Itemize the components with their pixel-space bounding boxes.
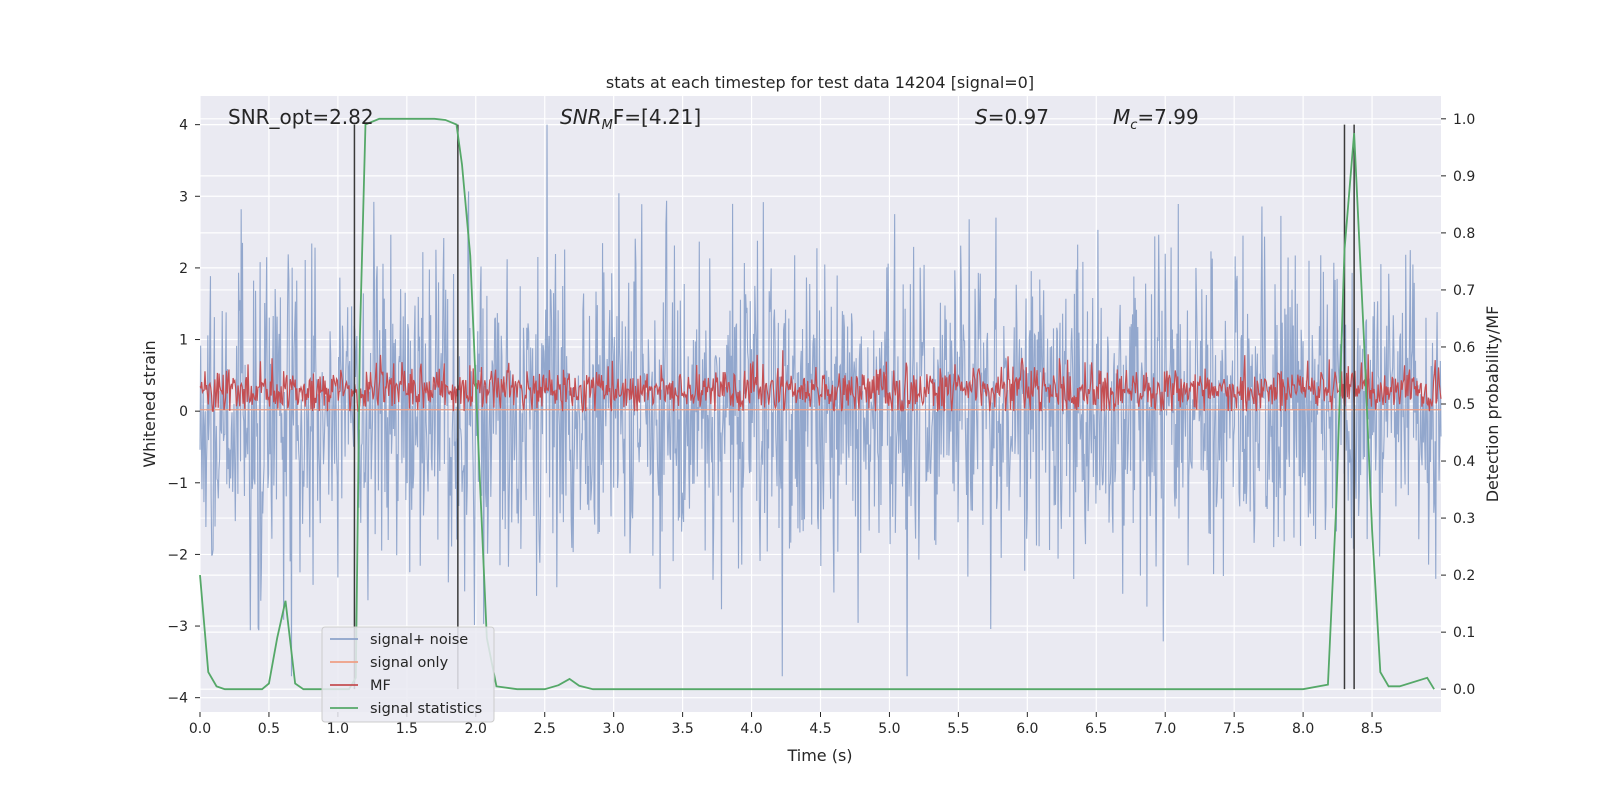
- chart-title: stats at each timestep for test data 142…: [606, 73, 1034, 92]
- x-tick-label: 4.5: [809, 721, 831, 737]
- series-mf: [199, 350, 1442, 414]
- y-right-tick-label: 0.7: [1453, 283, 1475, 299]
- y-right-tick-label: 0.0: [1453, 682, 1475, 698]
- x-tick-label: 6.5: [1085, 721, 1107, 737]
- y-right-tick-label: 0.6: [1453, 340, 1475, 356]
- y-tick-label: 4: [179, 118, 188, 134]
- x-tick-label: 8.0: [1292, 721, 1314, 737]
- x-tick-label: 5.0: [878, 721, 900, 737]
- x-axis-label: Time (s): [786, 746, 852, 765]
- y-right-tick-label: 0.1: [1453, 625, 1475, 641]
- y-tick-label: −2: [167, 547, 188, 563]
- annotation-mc-symbol: M: [1113, 105, 1130, 129]
- annotation-snr-mf-subscript: M: [602, 118, 613, 133]
- y-tick-label: 0: [179, 404, 188, 420]
- legend-box: [321, 626, 495, 723]
- y-right-tick-label: 0.4: [1453, 454, 1475, 470]
- annotation-s-value: =0.97: [988, 105, 1049, 129]
- y-axis-right-ticks: 0.0 0.1 0.2 0.3 0.4 0.5 0.6 0.7 0.8 0.9 1.0: [1441, 112, 1475, 698]
- x-tick-label: 8.5: [1361, 721, 1383, 737]
- series-signal-noise: [199, 124, 1442, 677]
- x-tick-label: 7.5: [1223, 721, 1245, 737]
- x-tick-label: 0.5: [258, 721, 280, 737]
- x-tick-label: 5.5: [947, 721, 969, 737]
- annotations: SNR_opt=2.82 SNRMF=[4.21] S=0.97 Mc=7.99: [228, 105, 1199, 133]
- x-tick-label: 2.5: [534, 721, 556, 737]
- annotation-mc-value: =7.99: [1137, 105, 1198, 129]
- legend-label: signal only: [370, 655, 449, 671]
- y-tick-label: −4: [167, 691, 188, 707]
- annotation-s: S=0.97: [975, 105, 1049, 129]
- y-right-tick-label: 0.5: [1453, 397, 1475, 413]
- x-tick-label: 4.0: [740, 721, 762, 737]
- series-layer: [199, 117, 1442, 691]
- x-tick-label: 1.0: [327, 721, 349, 737]
- x-tick-label: 3.5: [671, 721, 693, 737]
- y-right-tick-label: 0.2: [1453, 568, 1475, 584]
- annotation-s-symbol: S: [975, 105, 988, 129]
- legend-label: signal+ noise: [370, 632, 468, 648]
- y-right-tick-label: 0.3: [1453, 511, 1475, 527]
- x-tick-label: 2.0: [465, 721, 487, 737]
- y-right-tick-label: 0.9: [1453, 169, 1475, 185]
- annotation-mc: Mc=7.99: [1113, 105, 1199, 133]
- legend-label: MF: [370, 678, 391, 694]
- x-tick-label: 1.5: [396, 721, 418, 737]
- y-tick-label: −3: [167, 619, 188, 635]
- x-tick-label: 7.0: [1154, 721, 1176, 737]
- y-right-tick-label: 1.0: [1453, 112, 1475, 128]
- y-tick-label: −1: [167, 476, 188, 492]
- x-tick-label: 6.0: [1016, 721, 1038, 737]
- y-tick-label: 2: [179, 261, 188, 277]
- x-tick-label: 0.0: [189, 721, 211, 737]
- x-tick-label: 3.0: [603, 721, 625, 737]
- annotation-snr-mf-symbol: SNR: [560, 105, 602, 129]
- x-axis-ticks: 0.0 0.5 1.0 1.5 2.0 2.5 3.0 3.5 4.0 4.5 5.0 5.5 6.0 6…: [189, 712, 1383, 737]
- legend-label: signal statistics: [370, 701, 482, 717]
- annotation-snr-opt: SNR_opt=2.82: [228, 105, 374, 129]
- series-signal-statistics: [199, 117, 1435, 691]
- y-axis-right-label: Detection probability/MF: [1483, 306, 1502, 503]
- y-tick-label: 1: [179, 333, 188, 349]
- legend: signal+ noise signal only MF signal statist…: [321, 626, 495, 723]
- y-axis-label: Whitened strain: [140, 340, 159, 467]
- annotation-mc-subscript: c: [1130, 118, 1137, 133]
- y-tick-label: 3: [179, 189, 188, 205]
- y-right-tick-label: 0.8: [1453, 226, 1475, 242]
- y-axis-left-ticks: −4 −3 −2 −1 0 1 2 3 4: [167, 118, 200, 707]
- annotation-snr-mf-value: F=[4.21]: [613, 105, 701, 129]
- annotation-snr-mf: SNRMF=[4.21]: [560, 105, 701, 133]
